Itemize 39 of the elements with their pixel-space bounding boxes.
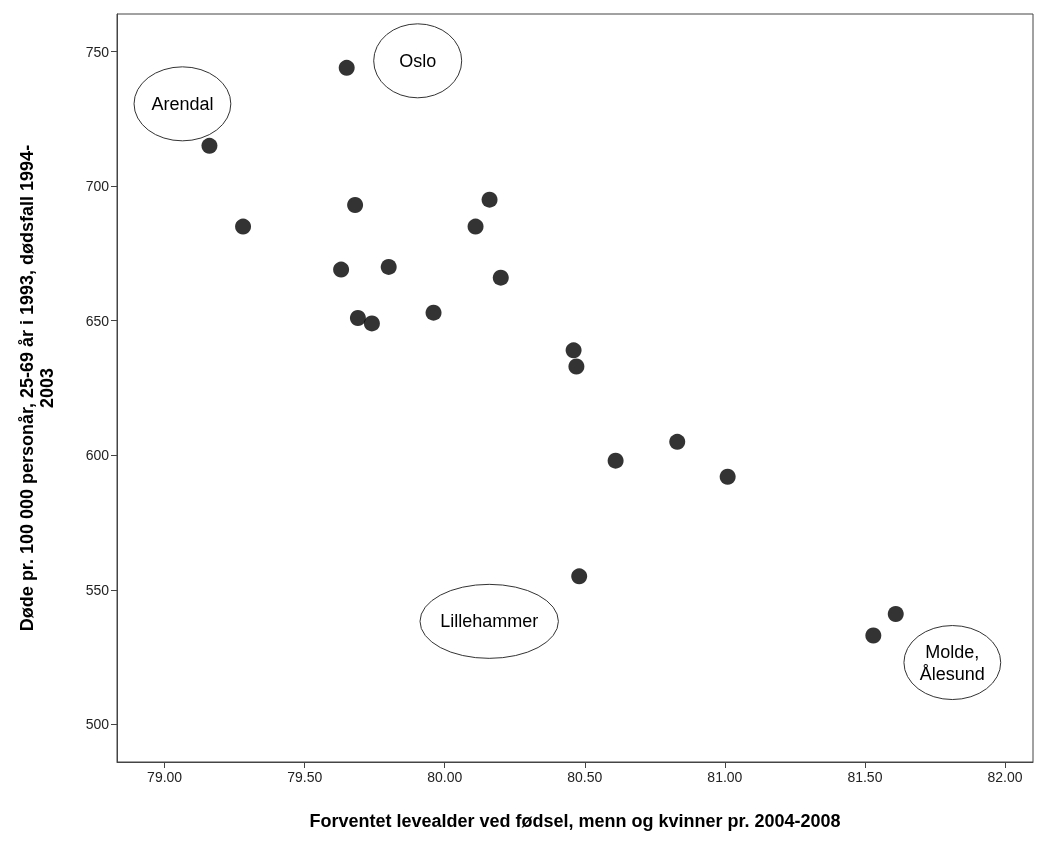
annotation: Molde, Ålesund (919, 641, 985, 684)
point (565, 342, 582, 359)
y-axis-title: Døde pr. 100 000 personår, 25-69 år i 1993, dødsfall 1994- 2003 (17, 144, 57, 632)
x-tick-label: 82.00 (987, 769, 1023, 785)
point (571, 568, 588, 585)
y-tick-label: 700 (85, 178, 110, 195)
point (669, 433, 686, 450)
point (201, 137, 218, 154)
point (380, 258, 397, 275)
x-tick-label: 81.00 (707, 769, 743, 785)
point (338, 59, 355, 76)
y-tick-label: 500 (85, 716, 110, 733)
point (349, 310, 366, 327)
point (347, 197, 364, 214)
y-tick-label: 750 (85, 43, 110, 60)
annotation: Oslo (399, 50, 437, 71)
point (865, 627, 882, 644)
point (467, 218, 484, 235)
point (719, 468, 736, 485)
annotation: Arendal (151, 93, 214, 114)
point (481, 191, 498, 208)
x-tick-label: 79.00 (147, 769, 183, 785)
point (363, 315, 380, 332)
x-tick-label: 81.50 (847, 769, 883, 785)
x-tick-label: 80.00 (427, 769, 463, 785)
point (887, 606, 904, 623)
point (235, 218, 252, 235)
y-tick-label: 550 (85, 581, 110, 598)
x-tick-label: 80.50 (567, 769, 603, 785)
point (425, 304, 442, 321)
point (333, 261, 350, 278)
point (492, 269, 509, 286)
point (607, 452, 624, 469)
x-axis-title: Forventet levealder ved fødsel, menn og kvinner pr. 2004-2008 (309, 811, 841, 831)
y-tick-label: 650 (85, 312, 110, 329)
annotation: Lillehammer (440, 611, 539, 632)
x-tick-label: 79.50 (287, 769, 323, 785)
y-tick-label: 600 (85, 447, 110, 464)
point (568, 358, 585, 375)
